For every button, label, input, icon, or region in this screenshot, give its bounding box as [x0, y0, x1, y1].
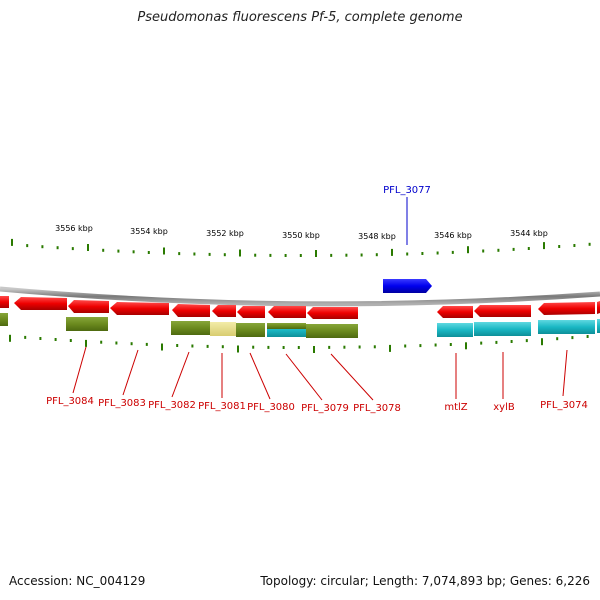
forward-gene-PFL_3077[interactable]	[383, 279, 432, 293]
cog-box	[210, 322, 236, 336]
label-leaders	[72, 346, 568, 401]
reverse-gene-arrow[interactable]	[307, 307, 358, 319]
genome-backbone	[0, 286, 600, 307]
gene-label-xylB[interactable]: xylB	[493, 402, 515, 413]
scale-label: 3552 kbp	[206, 229, 244, 238]
scale-label: 3544 kbp	[510, 229, 548, 238]
reverse-gene-arrow[interactable]	[212, 305, 236, 317]
gene-label-PFL_3081[interactable]: PFL_3081	[198, 401, 246, 412]
reverse-gene-arrow[interactable]	[474, 305, 531, 317]
gene-label-PFL_3084[interactable]: PFL_3084	[46, 396, 94, 407]
cog-box	[236, 323, 265, 337]
cog-box	[0, 313, 8, 326]
cog-box	[538, 320, 595, 334]
outer-tick-row	[11, 238, 591, 257]
gene-label-PFL_3082[interactable]: PFL_3082	[148, 400, 196, 411]
label-leader	[330, 353, 374, 401]
scale-label: 3548 kbp	[358, 232, 396, 241]
cog-box	[474, 322, 531, 336]
cog-box	[597, 319, 600, 333]
label-leader	[72, 346, 87, 394]
reverse-gene-arrow[interactable]	[14, 297, 67, 310]
cog-box	[171, 321, 210, 335]
cog-box	[437, 323, 473, 337]
page-title: Pseudomonas fluorescens Pf-5, complete g…	[137, 10, 463, 25]
scale-label: 3546 kbp	[434, 231, 472, 240]
reverse-gene-arrow[interactable]	[538, 302, 595, 315]
scale-label: 3550 kbp	[282, 231, 320, 240]
reverse-gene-arrow[interactable]	[172, 304, 210, 317]
label-leader	[122, 349, 139, 396]
reverse-gene-arrow[interactable]	[68, 300, 109, 313]
scale-label: 3556 kbp	[55, 224, 93, 233]
cog-box	[306, 324, 358, 338]
label-leader	[285, 353, 323, 401]
accession-text: Accession: NC_004129	[9, 574, 146, 588]
reverse-gene-arrow[interactable]	[0, 296, 9, 308]
reverse-gene-arrow[interactable]	[268, 306, 306, 318]
cog-box	[267, 323, 306, 329]
label-leader	[249, 352, 271, 400]
genome-summary-text: Topology: circular; Length: 7,074,893 bp…	[260, 574, 590, 588]
cog-box	[66, 317, 108, 331]
label-leader	[562, 349, 568, 397]
gene-labels: PFL_3084 PFL_3083 PFL_3082 PFL_3081 PFL_…	[46, 396, 588, 414]
gene-label-PFL_3079[interactable]: PFL_3079	[301, 403, 349, 414]
gene-label-PFL_3078[interactable]: PFL_3078	[353, 403, 401, 414]
gene-label-mtlZ[interactable]: mtlZ	[444, 402, 467, 413]
reverse-gene-arrow[interactable]	[437, 306, 473, 318]
reverse-gene-row	[0, 296, 600, 319]
scale-labels: 3556 kbp 3554 kbp 3552 kbp 3550 kbp 3548…	[55, 224, 548, 241]
scale-label: 3554 kbp	[130, 227, 168, 236]
label-leader	[171, 351, 190, 398]
cog-category-row	[0, 313, 600, 338]
reverse-gene-arrow[interactable]	[597, 301, 600, 314]
gene-label-PFL_3074[interactable]: PFL_3074	[540, 400, 588, 411]
gene-label-PFL_3080[interactable]: PFL_3080	[247, 402, 295, 413]
gene-label-PFL_3077[interactable]: PFL_3077	[383, 185, 431, 196]
reverse-gene-arrow[interactable]	[110, 302, 169, 315]
gene-label-PFL_3083[interactable]: PFL_3083	[98, 398, 146, 409]
inner-tick-row	[9, 334, 589, 353]
reverse-gene-arrow[interactable]	[237, 306, 265, 318]
